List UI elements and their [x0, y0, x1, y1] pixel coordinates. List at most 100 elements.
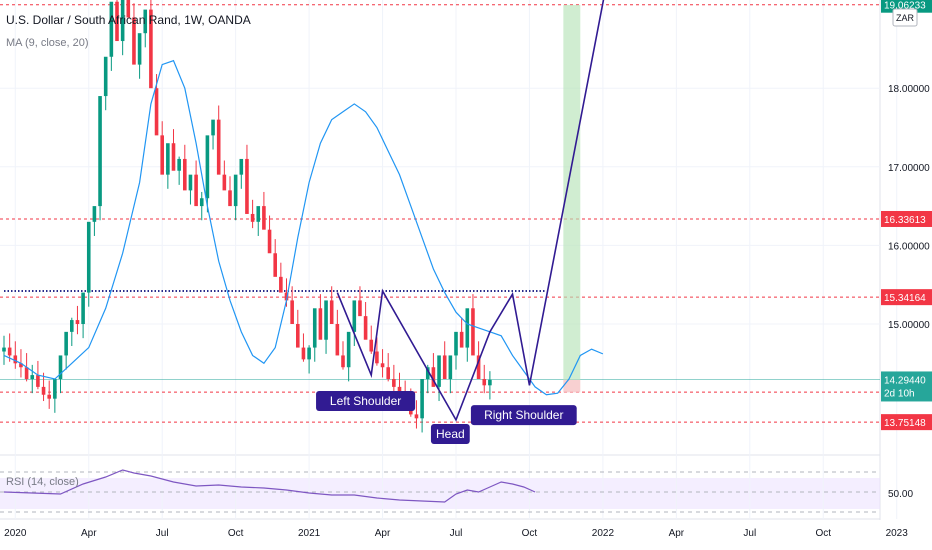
candle-body [250, 213, 255, 222]
x-tick-label: Apr [375, 528, 391, 539]
candle [149, 0, 153, 89]
candle-body [154, 88, 159, 136]
candle [109, 1, 114, 71]
candle [488, 371, 492, 400]
current-price-badge-box [881, 371, 932, 402]
ma-indicator-label[interactable]: MA (9, close, 20) [6, 37, 89, 49]
chart-title: U.S. Dollar / South African Rand, 1W, OA… [6, 13, 251, 27]
candle-body [239, 158, 244, 175]
x-tick-label: Jul [156, 528, 169, 539]
candle [318, 294, 323, 340]
candle [262, 191, 266, 230]
y-tick-label: 16.00000 [888, 241, 930, 252]
pattern-path [336, 0, 605, 422]
candle [86, 221, 91, 307]
candle [329, 286, 334, 324]
candle-body [58, 355, 63, 380]
candle [414, 400, 419, 429]
candle [341, 341, 345, 370]
candle [194, 160, 198, 207]
candle-body [115, 1, 119, 42]
candle [454, 331, 458, 370]
candle-body [454, 331, 458, 356]
candle-body [476, 355, 481, 380]
candle-body [279, 276, 283, 293]
candle-body [482, 379, 487, 386]
candle [363, 301, 368, 340]
candle-body [290, 300, 294, 324]
candle-body [284, 292, 289, 301]
pattern-label-box [470, 405, 577, 426]
candle-body [358, 300, 362, 317]
price-level-badge-box [881, 210, 932, 227]
candle-body [75, 320, 80, 324]
price-level-badge: 13.75148 [881, 414, 932, 431]
x-tick-label: 2020 [4, 528, 27, 539]
candle [250, 199, 255, 229]
price-level-badge-box [881, 414, 932, 431]
candle-body [13, 355, 18, 364]
candle [103, 56, 108, 111]
candle-body [312, 308, 317, 348]
candle [471, 294, 475, 356]
candle [233, 174, 238, 221]
countdown-text: 2d 10h [884, 388, 915, 399]
currency-button[interactable]: ZAR [892, 8, 918, 27]
candle [324, 300, 328, 354]
y-tick-label: 15.00000 [888, 320, 930, 331]
x-tick-label: Oct [522, 528, 538, 539]
candle [465, 308, 470, 362]
candle-body [262, 206, 266, 230]
candle [188, 174, 193, 205]
candle [437, 355, 441, 402]
candle-body [380, 363, 385, 368]
candle-body [143, 9, 148, 34]
candle [47, 380, 51, 409]
target-zone [563, 4, 581, 393]
y-tick-label: 18.00000 [888, 84, 930, 95]
candle-body [420, 379, 424, 419]
pattern-label: Right Shoulder [470, 405, 577, 426]
candle [211, 119, 215, 150]
candle [154, 74, 159, 136]
candle-body [120, 0, 125, 42]
candle-body [318, 308, 323, 340]
candle-body [363, 316, 368, 340]
rsi-pane [0, 469, 880, 513]
candle [75, 305, 80, 335]
candle [301, 333, 306, 362]
candle-body [233, 174, 238, 207]
candle [375, 337, 379, 366]
candle-body [132, 17, 136, 65]
candle [296, 309, 300, 348]
candle-body [273, 253, 277, 277]
candle-body [369, 339, 374, 352]
candle [431, 353, 436, 387]
candle-body [98, 96, 102, 207]
candle-body [386, 367, 390, 380]
pattern-label-box [430, 424, 470, 445]
price-level-badge: 15.34164 [881, 289, 932, 306]
candle [115, 0, 119, 42]
candle [183, 144, 187, 191]
rsi-band [0, 478, 880, 509]
candle [13, 341, 18, 369]
candle [53, 379, 57, 413]
candle-body [64, 331, 68, 356]
candle [132, 3, 136, 65]
candle-body [431, 367, 436, 387]
price-badges: 19.0623316.3361315.3416414.1328113.75148… [881, 0, 932, 431]
candle [58, 355, 63, 394]
candle-body [36, 375, 40, 387]
x-tick-label: Jul [743, 528, 756, 539]
x-tick-label: 2023 [886, 528, 909, 539]
price-level-badge-text: 15.34164 [884, 293, 926, 304]
candle [476, 341, 481, 380]
candle-body [216, 119, 221, 175]
price-level-badge: 16.33613 [881, 210, 932, 227]
rsi-indicator-label[interactable]: RSI (14, close) [6, 476, 79, 488]
candle [64, 331, 68, 370]
x-tick-label: 2022 [592, 528, 615, 539]
candle-body [335, 324, 340, 356]
candle-body [459, 331, 464, 348]
